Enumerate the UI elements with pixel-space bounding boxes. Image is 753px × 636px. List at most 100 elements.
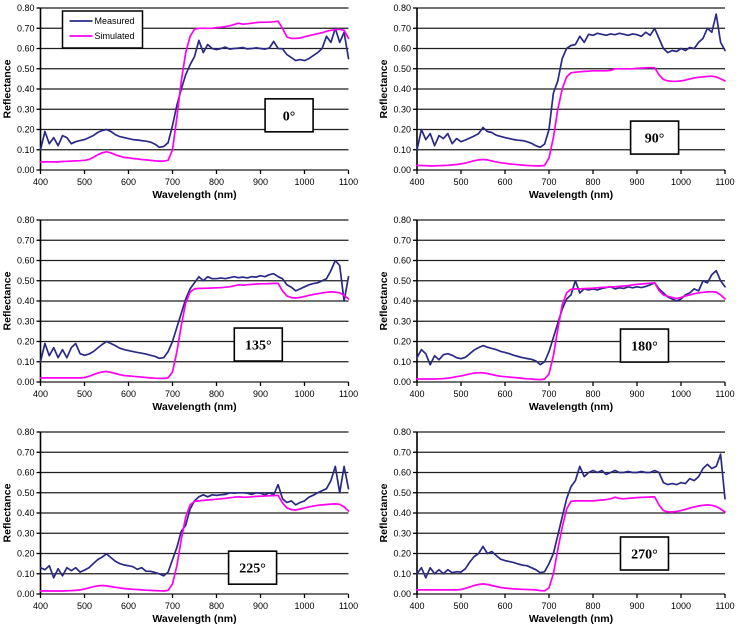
y-tick-label: 0.80: [393, 427, 411, 437]
reflectance-chart-0°: 0.00 0.10 0.20 0.30 0.40 0.50 0.60 0.70 0.80 400 5…: [2, 3, 359, 201]
angle-label: 0°: [283, 109, 296, 124]
y-tick-label: 0.80: [393, 215, 411, 225]
y-tick-label: 0.00: [17, 589, 35, 599]
angle-label-box: [264, 98, 314, 133]
measured-line: [416, 13, 726, 151]
y-tick-label: 0.70: [393, 235, 411, 245]
x-tick-label: 600: [497, 389, 512, 399]
angle-label-box: [227, 550, 278, 585]
angle-label-box: [233, 327, 284, 362]
y-tick-label: 0.00: [393, 377, 411, 387]
y-tick-label: 0.00: [17, 377, 35, 387]
angle-label: 225°: [239, 562, 266, 577]
y-tick-label: 0.70: [17, 23, 35, 33]
y-tick-label: 0.50: [17, 488, 35, 498]
y-tick-label: 0.80: [17, 215, 35, 225]
y-tick-label: 0.40: [17, 84, 35, 94]
x-tick-label: 700: [165, 601, 180, 611]
y-tick-label: 0.60: [17, 256, 35, 266]
y-tick-label: 0.50: [393, 64, 411, 74]
x-tick-label: 700: [541, 601, 556, 611]
y-tick-label: 0.50: [17, 64, 35, 74]
x-tick-label: 800: [209, 177, 224, 187]
x-tick-label: 1100: [339, 601, 358, 611]
x-tick-label: 800: [585, 177, 600, 187]
x-tick-label: 1000: [671, 601, 691, 611]
y-tick-label: 0.70: [17, 235, 35, 245]
y-tick-label: 0.40: [393, 508, 411, 518]
y-tick-label: 0.70: [393, 23, 411, 33]
y-tick-label: 0.20: [17, 549, 35, 559]
simulated-line: [39, 494, 350, 592]
chart-cell-0: 0.00 0.10 0.20 0.30 0.40 0.50 0.60 0.70 0.80 400 5…: [0, 0, 377, 212]
angle-label: 135°: [245, 339, 272, 354]
x-axis-title: Wavelength (nm): [152, 401, 236, 413]
x-tick-label: 400: [33, 389, 48, 399]
x-tick-label: 500: [77, 389, 92, 399]
x-tick-label: 800: [209, 389, 224, 399]
y-tick-label: 0.20: [393, 549, 411, 559]
x-tick-label: 1100: [715, 601, 734, 611]
angle-label: 180°: [631, 340, 658, 355]
x-tick-label: 1000: [294, 177, 314, 187]
simulated-line: [39, 20, 350, 163]
measured-line: [39, 259, 350, 363]
chart-cell-1: 0.00 0.10 0.20 0.30 0.40 0.50 0.60 0.70 0.80 400 5…: [377, 0, 753, 212]
x-tick-label: 600: [121, 177, 136, 187]
x-tick-label: 700: [541, 177, 556, 187]
x-tick-label: 1100: [715, 177, 734, 187]
x-tick-label: 400: [409, 601, 424, 611]
y-tick-label: 0.40: [393, 296, 411, 306]
x-tick-label: 900: [629, 177, 644, 187]
y-tick-label: 0.50: [393, 488, 411, 498]
x-tick-label: 1100: [715, 389, 734, 399]
y-tick-label: 0.40: [17, 296, 35, 306]
reflectance-chart-225°: 0.00 0.10 0.20 0.30 0.40 0.50 0.60 0.70 0.80 400 5…: [2, 427, 359, 625]
x-tick-label: 1000: [294, 389, 314, 399]
x-tick-label: 400: [409, 177, 424, 187]
x-axis-title: Wavelength (nm): [152, 613, 236, 625]
y-axis-title: Reflectance: [378, 483, 390, 542]
x-axis-title: Wavelength (nm): [529, 613, 613, 625]
x-tick-label: 1000: [671, 389, 691, 399]
measured-line: [416, 269, 726, 366]
x-tick-label: 400: [409, 389, 424, 399]
y-axis-title: Reflectance: [378, 59, 390, 118]
y-tick-label: 0.40: [17, 508, 35, 518]
x-tick-label: 1000: [294, 601, 314, 611]
y-tick-label: 0.80: [17, 427, 35, 437]
x-tick-label: 600: [497, 177, 512, 187]
y-tick-label: 0.30: [17, 528, 35, 538]
x-tick-label: 900: [253, 601, 268, 611]
x-tick-label: 800: [585, 389, 600, 399]
angle-label-box: [629, 120, 680, 155]
y-tick-label: 0.10: [393, 357, 411, 367]
simulated-line: [416, 66, 726, 167]
y-tick-label: 0.60: [17, 44, 35, 54]
y-tick-label: 0.10: [17, 357, 35, 367]
x-tick-label: 700: [165, 177, 180, 187]
x-tick-label: 1100: [339, 389, 358, 399]
chart-cell-5: 0.00 0.10 0.20 0.30 0.40 0.50 0.60 0.70 0.80 400 5…: [377, 424, 753, 636]
legend-label-measured: Measured: [95, 16, 135, 26]
reflectance-chart-270°: 0.00 0.10 0.20 0.30 0.40 0.50 0.60 0.70 0.80 400 5…: [378, 427, 735, 625]
x-tick-label: 900: [253, 389, 268, 399]
y-tick-label: 0.10: [17, 569, 35, 579]
x-tick-label: 900: [629, 601, 644, 611]
y-tick-label: 0.50: [17, 276, 35, 286]
chart-cell-3: 0.00 0.10 0.20 0.30 0.40 0.50 0.60 0.70 0.80 400 5…: [377, 212, 753, 424]
x-tick-label: 900: [253, 177, 268, 187]
y-tick-label: 0.20: [17, 125, 35, 135]
angle-label-box: [619, 328, 670, 363]
x-tick-label: 500: [453, 177, 468, 187]
measured-line: [39, 27, 350, 151]
simulated-line: [416, 495, 726, 592]
y-tick-label: 0.30: [393, 316, 411, 326]
x-tick-label: 800: [585, 601, 600, 611]
x-tick-label: 600: [497, 601, 512, 611]
x-axis-title: Wavelength (nm): [529, 189, 613, 201]
y-tick-label: 0.00: [393, 165, 411, 175]
y-tick-label: 0.60: [17, 468, 35, 478]
y-axis-title: Reflectance: [2, 483, 14, 542]
